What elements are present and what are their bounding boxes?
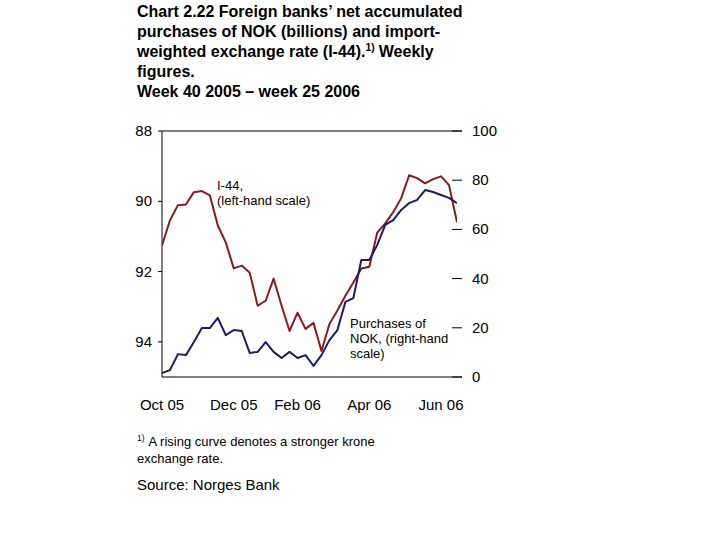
y-tick bbox=[158, 131, 162, 132]
y2-tick bbox=[452, 327, 462, 328]
footnote-block: 1)A rising curve denotes a stronger kron… bbox=[137, 433, 457, 467]
x-tick-label: Oct 05 bbox=[140, 396, 184, 413]
source: Source: Norges Bank bbox=[137, 476, 280, 493]
y-tick bbox=[158, 201, 162, 202]
footnote-ref: 1) bbox=[137, 433, 145, 443]
y2-tick bbox=[452, 278, 462, 279]
y-tick-label: 90 bbox=[135, 192, 152, 209]
y2-tick-label: 20 bbox=[472, 319, 489, 336]
y-tick-label: 88 bbox=[135, 122, 152, 139]
title-block: Chart 2.22 Foreign banks’ net accumulate… bbox=[137, 2, 517, 82]
y2-tick bbox=[452, 180, 462, 181]
y2-tick-label: 100 bbox=[472, 122, 497, 139]
bottom-frame bbox=[162, 377, 462, 378]
left-axis-line bbox=[162, 131, 163, 377]
x-tick-label: Jun 06 bbox=[419, 396, 464, 413]
x-tick-label: Feb 06 bbox=[274, 396, 321, 413]
plot-area bbox=[162, 175, 457, 373]
series-label: Purchases of NOK, (right-hand scale) bbox=[350, 316, 448, 361]
footnote: A rising curve denotes a stronger krone … bbox=[137, 434, 375, 466]
y-tick bbox=[158, 341, 162, 342]
chart: 88 90 92 94 0 20 40 60 80 100 Oct 05 Dec 05 Feb 06 Ap… bbox=[0, 0, 720, 540]
y-tick bbox=[158, 271, 162, 272]
series-label: I-44, (left-hand scale) bbox=[217, 178, 310, 208]
x-tick-label: Apr 06 bbox=[347, 396, 391, 413]
top-frame bbox=[162, 131, 462, 132]
title-note-ref: 1) bbox=[366, 42, 375, 53]
y2-tick bbox=[452, 377, 462, 378]
y2-tick-label: 0 bbox=[472, 368, 480, 385]
y2-tick-label: 60 bbox=[472, 220, 489, 237]
series-line bbox=[162, 190, 457, 373]
x-tick-label: Dec 05 bbox=[210, 396, 258, 413]
subtitle: Week 40 2005 – week 25 2006 bbox=[137, 82, 360, 102]
y-tick-label: 94 bbox=[135, 333, 152, 350]
y2-tick-label: 80 bbox=[472, 171, 489, 188]
y-tick-label: 92 bbox=[135, 263, 152, 280]
y2-tick bbox=[452, 229, 462, 230]
y2-tick bbox=[452, 131, 462, 132]
y2-tick-label: 40 bbox=[472, 270, 489, 287]
